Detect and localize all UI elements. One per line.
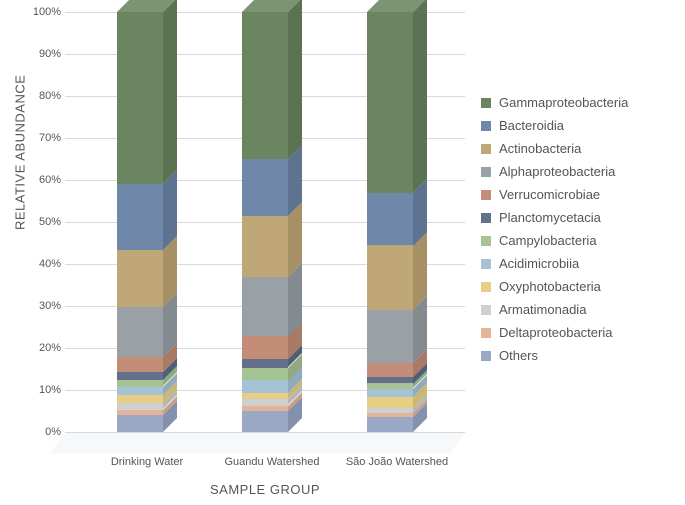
relative-abundance-chart: RELATIVE ABUNDANCE 0%10%20%30%40%50%60%7… [0, 0, 685, 505]
segment-side-gammaproteobacteria [288, 0, 302, 159]
legend-label: Planctomycetacia [499, 210, 601, 225]
bar-saojoao: São João Watershed [367, 12, 413, 432]
legend-item-others: Others [481, 348, 671, 363]
segment-acidimicrobiia [242, 380, 288, 393]
y-tick-label: 0% [25, 426, 61, 438]
legend-item-actinobacteria: Actinobacteria [481, 141, 671, 156]
category-label: São João Watershed [327, 456, 467, 468]
segment-armatimonadia [242, 399, 288, 405]
legend-label: Acidimicrobiia [499, 256, 579, 271]
legend-label: Oxyphotobacteria [499, 279, 601, 294]
segment-actinobacteria [367, 245, 413, 310]
segment-gammaproteobacteria [367, 12, 413, 193]
segment-alphaproteobacteria [367, 310, 413, 363]
segment-verrucomicrobiae [367, 363, 413, 377]
y-tick-label: 40% [25, 258, 61, 270]
segment-alphaproteobacteria [242, 277, 288, 337]
segment-bacteroidia [367, 193, 413, 246]
segment-actinobacteria [117, 250, 163, 307]
legend-swatch [481, 98, 491, 108]
legend-item-bacteroidia: Bacteroidia [481, 118, 671, 133]
segment-alphaproteobacteria [117, 307, 163, 357]
segment-side-gammaproteobacteria [413, 0, 427, 193]
legend-label: Campylobacteria [499, 233, 597, 248]
legend-label: Verrucomicrobiae [499, 187, 600, 202]
legend-label: Deltaproteobacteria [499, 325, 612, 340]
segment-acidimicrobiia [117, 387, 163, 395]
legend-label: Others [499, 348, 538, 363]
segment-armatimonadia [117, 403, 163, 409]
segment-deltaproteobacteria [242, 406, 288, 411]
segment-oxyphotobacteria [367, 397, 413, 408]
segment-campylobacteria [367, 383, 413, 388]
legend-label: Actinobacteria [499, 141, 581, 156]
legend-item-deltaproteobacteria: Deltaproteobacteria [481, 325, 671, 340]
legend-item-verrucomicrobiae: Verrucomicrobiae [481, 187, 671, 202]
segment-campylobacteria [242, 368, 288, 381]
segment-acidimicrobiia [367, 389, 413, 397]
segment-armatimonadia [367, 408, 413, 413]
legend-swatch [481, 236, 491, 246]
legend-item-alphaproteobacteria: Alphaproteobacteria [481, 164, 671, 179]
plot-floor [50, 432, 465, 454]
segment-others [242, 411, 288, 432]
legend-swatch [481, 167, 491, 177]
legend-swatch [481, 121, 491, 131]
segment-deltaproteobacteria [367, 413, 413, 417]
bar-drinking_water: Drinking Water [117, 12, 163, 432]
segment-deltaproteobacteria [117, 410, 163, 415]
segment-bacteroidia [117, 184, 163, 250]
segment-others [117, 415, 163, 432]
segment-oxyphotobacteria [242, 393, 288, 399]
y-tick-label: 50% [25, 216, 61, 228]
segment-gammaproteobacteria [117, 12, 163, 184]
legend-swatch [481, 351, 491, 361]
grid-line [65, 432, 465, 433]
legend-swatch [481, 282, 491, 292]
segment-others [367, 417, 413, 432]
legend-swatch [481, 328, 491, 338]
y-tick-label: 90% [25, 48, 61, 60]
y-tick-label: 20% [25, 342, 61, 354]
legend-item-oxyphotobacteria: Oxyphotobacteria [481, 279, 671, 294]
legend-swatch [481, 259, 491, 269]
legend-label: Bacteroidia [499, 118, 564, 133]
segment-planctomycetacia [117, 372, 163, 380]
segment-planctomycetacia [367, 377, 413, 384]
segment-verrucomicrobiae [242, 336, 288, 359]
category-label: Drinking Water [77, 456, 217, 468]
y-tick-label: 100% [25, 6, 61, 18]
legend-swatch [481, 144, 491, 154]
segment-actinobacteria [242, 216, 288, 277]
legend-label: Armatimonadia [499, 302, 586, 317]
plot-area: 0%10%20%30%40%50%60%70%80%90%100% Drinki… [65, 12, 465, 432]
segment-verrucomicrobiae [117, 357, 163, 372]
legend-item-armatimonadia: Armatimonadia [481, 302, 671, 317]
x-axis-title: SAMPLE GROUP [65, 482, 465, 497]
legend-swatch [481, 305, 491, 315]
legend-label: Gammaproteobacteria [499, 95, 628, 110]
legend-label: Alphaproteobacteria [499, 164, 615, 179]
segment-side-gammaproteobacteria [163, 0, 177, 184]
segment-campylobacteria [117, 380, 163, 386]
legend-swatch [481, 213, 491, 223]
segment-oxyphotobacteria [117, 395, 163, 403]
y-tick-label: 70% [25, 132, 61, 144]
segment-planctomycetacia [242, 359, 288, 367]
bar-guandu: Guandu Watershed [242, 12, 288, 432]
y-tick-label: 80% [25, 90, 61, 102]
y-tick-label: 10% [25, 384, 61, 396]
legend-item-campylobacteria: Campylobacteria [481, 233, 671, 248]
legend-item-planctomycetacia: Planctomycetacia [481, 210, 671, 225]
legend: Gammaproteobacteria Bacteroidia Actinobact… [481, 95, 671, 371]
legend-item-gammaproteobacteria: Gammaproteobacteria [481, 95, 671, 110]
y-tick-label: 30% [25, 300, 61, 312]
legend-item-acidimicrobiia: Acidimicrobiia [481, 256, 671, 271]
segment-bacteroidia [242, 159, 288, 216]
legend-swatch [481, 190, 491, 200]
y-tick-label: 60% [25, 174, 61, 186]
segment-gammaproteobacteria [242, 12, 288, 159]
category-label: Guandu Watershed [202, 456, 342, 468]
